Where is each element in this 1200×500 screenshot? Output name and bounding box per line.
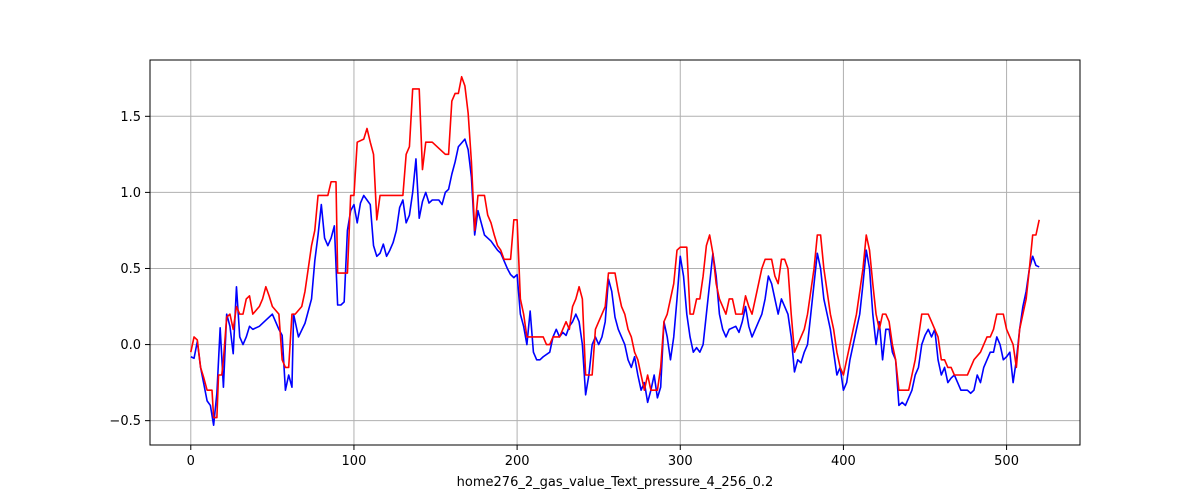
series-line-1	[190, 138, 1040, 427]
x-tick-label: 200	[505, 454, 530, 469]
grid-lines	[150, 60, 1080, 445]
series-line-2	[190, 75, 1040, 419]
x-tick-label: 400	[831, 454, 856, 469]
plot-frame	[149, 59, 1081, 446]
y-tick-label: 1.5	[120, 110, 141, 125]
x-axis-ticks: 0 100 200 300 400 500	[187, 445, 1019, 469]
y-axis-ticks: −0.5 0.0 0.5 1.0 1.5	[109, 110, 150, 429]
x-axis-label: home276_2_gas_value_Text_pressure_4_256_…	[457, 475, 774, 490]
x-tick-label: 500	[994, 454, 1019, 469]
y-tick-label: 1.0	[120, 186, 141, 201]
series-lines	[190, 75, 1040, 427]
x-tick-label: 300	[668, 454, 693, 469]
y-tick-label: −0.5	[109, 414, 141, 429]
x-tick-label: 0	[187, 454, 195, 469]
y-tick-label: 0.5	[120, 262, 141, 277]
x-tick-label: 100	[342, 454, 367, 469]
y-tick-label: 0.0	[120, 338, 141, 353]
